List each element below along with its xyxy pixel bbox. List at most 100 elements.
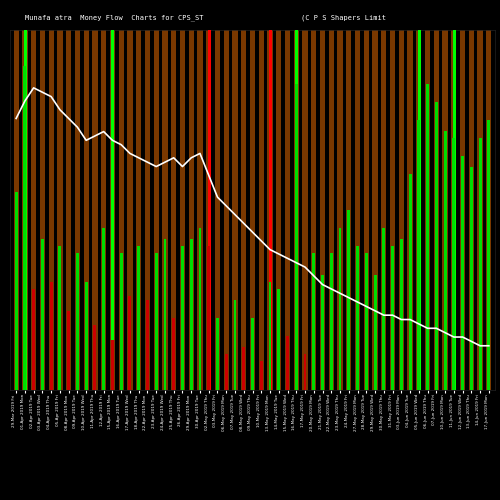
Bar: [198, 228, 202, 390]
Bar: [478, 138, 482, 390]
Bar: [398, 0, 404, 390]
Bar: [154, 0, 159, 390]
Bar: [118, 0, 124, 390]
Bar: [435, 102, 438, 390]
Bar: [276, 0, 281, 390]
Bar: [120, 253, 122, 390]
Bar: [452, 138, 456, 390]
Bar: [348, 210, 350, 390]
Bar: [390, 0, 395, 390]
Bar: [225, 354, 228, 390]
Bar: [31, 0, 36, 390]
Bar: [304, 354, 306, 390]
Bar: [40, 0, 45, 390]
Bar: [84, 282, 87, 390]
Bar: [434, 0, 439, 390]
Bar: [374, 275, 376, 390]
Bar: [251, 318, 254, 390]
Bar: [425, 0, 430, 390]
Bar: [408, 0, 412, 390]
Text: Munafa atra  Money Flow  Charts for CPS_ST: Munafa atra Money Flow Charts for CPS_ST: [24, 14, 203, 21]
Bar: [451, 0, 456, 390]
Bar: [128, 0, 132, 390]
Bar: [418, 120, 420, 390]
Bar: [328, 0, 334, 390]
Bar: [408, 174, 412, 390]
Bar: [180, 0, 185, 390]
Bar: [48, 0, 54, 390]
Bar: [137, 246, 140, 390]
Bar: [486, 0, 492, 390]
Bar: [241, 0, 246, 390]
Bar: [295, 84, 298, 390]
Bar: [382, 228, 386, 390]
Bar: [110, 0, 115, 390]
Bar: [172, 318, 175, 390]
Bar: [41, 239, 44, 390]
Bar: [216, 318, 219, 390]
Bar: [164, 239, 166, 390]
Bar: [58, 0, 62, 390]
Bar: [66, 0, 71, 390]
Bar: [32, 289, 35, 390]
Bar: [84, 0, 89, 390]
Bar: [470, 167, 473, 390]
Bar: [242, 347, 245, 390]
Bar: [146, 300, 149, 390]
Bar: [14, 192, 18, 390]
Bar: [24, 66, 26, 390]
Bar: [278, 289, 280, 390]
Bar: [356, 246, 359, 390]
Bar: [461, 156, 464, 390]
Bar: [208, 246, 210, 390]
Bar: [320, 0, 325, 390]
Bar: [338, 228, 342, 390]
Bar: [234, 300, 236, 390]
Bar: [215, 0, 220, 390]
Bar: [22, 0, 28, 390]
Bar: [101, 0, 106, 390]
Bar: [338, 0, 342, 390]
Bar: [478, 0, 482, 390]
Bar: [94, 325, 96, 390]
Bar: [400, 239, 403, 390]
Bar: [260, 361, 262, 390]
Bar: [250, 0, 255, 390]
Bar: [232, 0, 237, 390]
Bar: [171, 0, 176, 390]
Bar: [206, 0, 212, 390]
Bar: [426, 84, 429, 390]
Bar: [136, 0, 141, 390]
Bar: [365, 253, 368, 390]
Bar: [92, 0, 98, 390]
Bar: [224, 0, 229, 390]
Bar: [312, 253, 315, 390]
Bar: [188, 0, 194, 390]
Bar: [442, 0, 448, 390]
Bar: [258, 0, 264, 390]
Bar: [346, 0, 352, 390]
Bar: [321, 275, 324, 390]
Bar: [155, 253, 158, 390]
Bar: [364, 0, 369, 390]
Bar: [162, 0, 168, 390]
Bar: [181, 246, 184, 390]
Bar: [102, 228, 105, 390]
Bar: [391, 246, 394, 390]
Bar: [311, 0, 316, 390]
Bar: [128, 296, 132, 390]
Bar: [330, 253, 332, 390]
Bar: [372, 0, 378, 390]
Bar: [416, 0, 422, 390]
Bar: [268, 282, 272, 390]
Bar: [286, 336, 289, 390]
Bar: [190, 239, 192, 390]
Bar: [444, 131, 446, 390]
Bar: [50, 282, 52, 390]
Bar: [198, 0, 202, 390]
Bar: [76, 253, 79, 390]
Bar: [75, 0, 80, 390]
Bar: [460, 0, 465, 390]
Bar: [294, 0, 299, 390]
Bar: [488, 120, 490, 390]
